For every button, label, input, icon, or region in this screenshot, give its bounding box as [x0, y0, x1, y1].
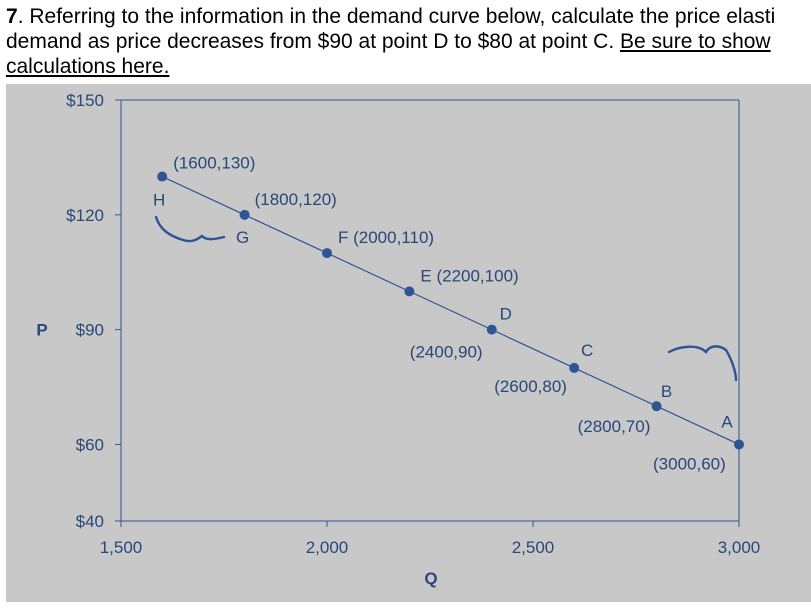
point-coordinate-label-b: (2800,70) [578, 417, 651, 436]
data-point-e [404, 286, 415, 297]
point-letter-a: A [721, 412, 733, 431]
question-line-1-text: . Referring to the information in the de… [17, 5, 776, 28]
point-letter-d: D [500, 305, 512, 324]
point-coordinate-label-a: (3000,60) [653, 454, 726, 473]
demand-line [161, 176, 740, 445]
question-number: 7 [6, 5, 18, 28]
demand-curve [161, 176, 740, 445]
y-tick-label: $60 [76, 435, 104, 454]
point-coordinate-label-c: (2600,80) [494, 377, 567, 396]
question-line-2-underlined: Be sure to show [620, 30, 771, 53]
data-point-d [486, 324, 497, 335]
point-coordinate-label-h: (1600,130) [173, 154, 255, 173]
y-tick-label: $40 [76, 512, 104, 531]
y-axis-label: P [36, 321, 47, 340]
question-line-3: calculations here. [6, 55, 170, 78]
point-letter-h: H [153, 191, 165, 210]
point-coordinate-label-g: (1800,120) [255, 190, 337, 209]
point-coordinate-label-e: E (2200,100) [420, 266, 518, 285]
question-text: 7. Referring to the information in the d… [6, 4, 811, 79]
brace-b-a [667, 345, 738, 382]
axis-ticks: 1,500 2,000 2,500 3,000 $40 $60 $90 $120 $150 [66, 91, 760, 557]
chart-background [6, 84, 811, 602]
question-line-1: 7. Referring to the information in the d… [6, 4, 811, 29]
data-point-h [157, 171, 168, 182]
x-tick-label: 2,000 [306, 538, 349, 557]
y-tick-label: $150 [66, 91, 104, 110]
point-letter-c: C [581, 341, 593, 360]
data-point-b [651, 401, 662, 412]
brace-annotations [154, 215, 738, 382]
x-tick-label: 1,500 [100, 538, 143, 557]
data-points [157, 171, 744, 450]
point-coordinate-label-f: F (2000,110) [338, 228, 434, 247]
data-point-f [322, 248, 332, 259]
y-tick-label: $90 [76, 321, 104, 340]
x-tick-label: 2,500 [512, 538, 555, 557]
x-tick-label: 3,000 [718, 538, 761, 557]
y-tick-label: $120 [66, 206, 104, 225]
point-coordinate-label-d: (2400,90) [410, 343, 483, 362]
plot-frame [120, 99, 740, 522]
data-point-a [734, 439, 744, 450]
question-line-2: demand as price decreases from $90 at po… [6, 29, 811, 54]
point-labels: H (1600,130) G (1800,120)F (2000,110) E (220… [153, 154, 733, 474]
data-point-c [569, 362, 580, 373]
point-letter-b: B [661, 382, 672, 401]
data-point-g [239, 209, 250, 220]
brace-h-g [154, 215, 226, 243]
x-axis-label: Q [424, 569, 437, 588]
point-letter-g: G [236, 228, 249, 247]
question-line-2-text: demand as price decreases from $90 at po… [6, 30, 621, 53]
